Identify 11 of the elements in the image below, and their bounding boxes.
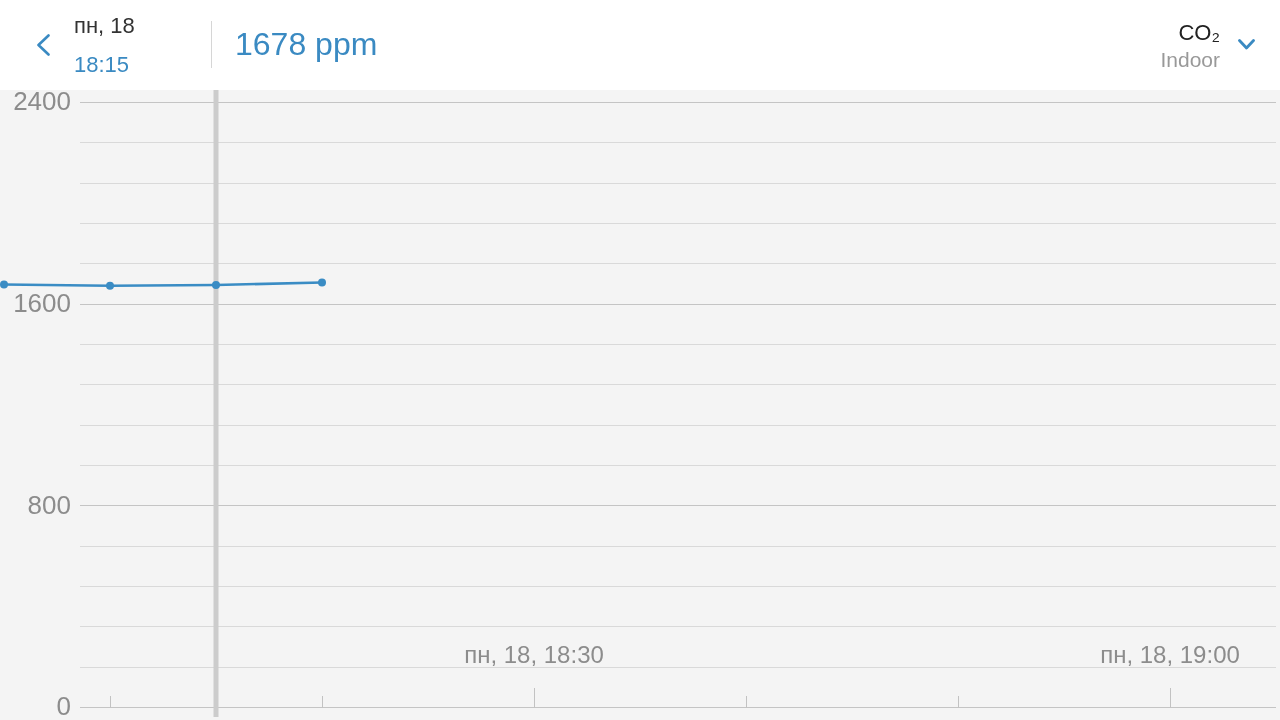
x-tick-label: пн, 18, 19:00 (1100, 640, 1240, 668)
chart-subtitle: Indoor (1160, 48, 1220, 71)
y-tick-label: 800 (27, 489, 71, 520)
chart-title: CO₂ (1178, 20, 1220, 45)
text: пн, 18 (74, 13, 135, 38)
text: 1678 ppm (235, 26, 378, 62)
y-tick-label: 2400 (13, 86, 71, 117)
x-tick-label: пн, 18, 18:30 (464, 640, 604, 668)
y-tick-label: 1600 (13, 287, 71, 318)
text: 18:15 (74, 52, 130, 77)
y-tick-label: 0 (56, 691, 71, 720)
